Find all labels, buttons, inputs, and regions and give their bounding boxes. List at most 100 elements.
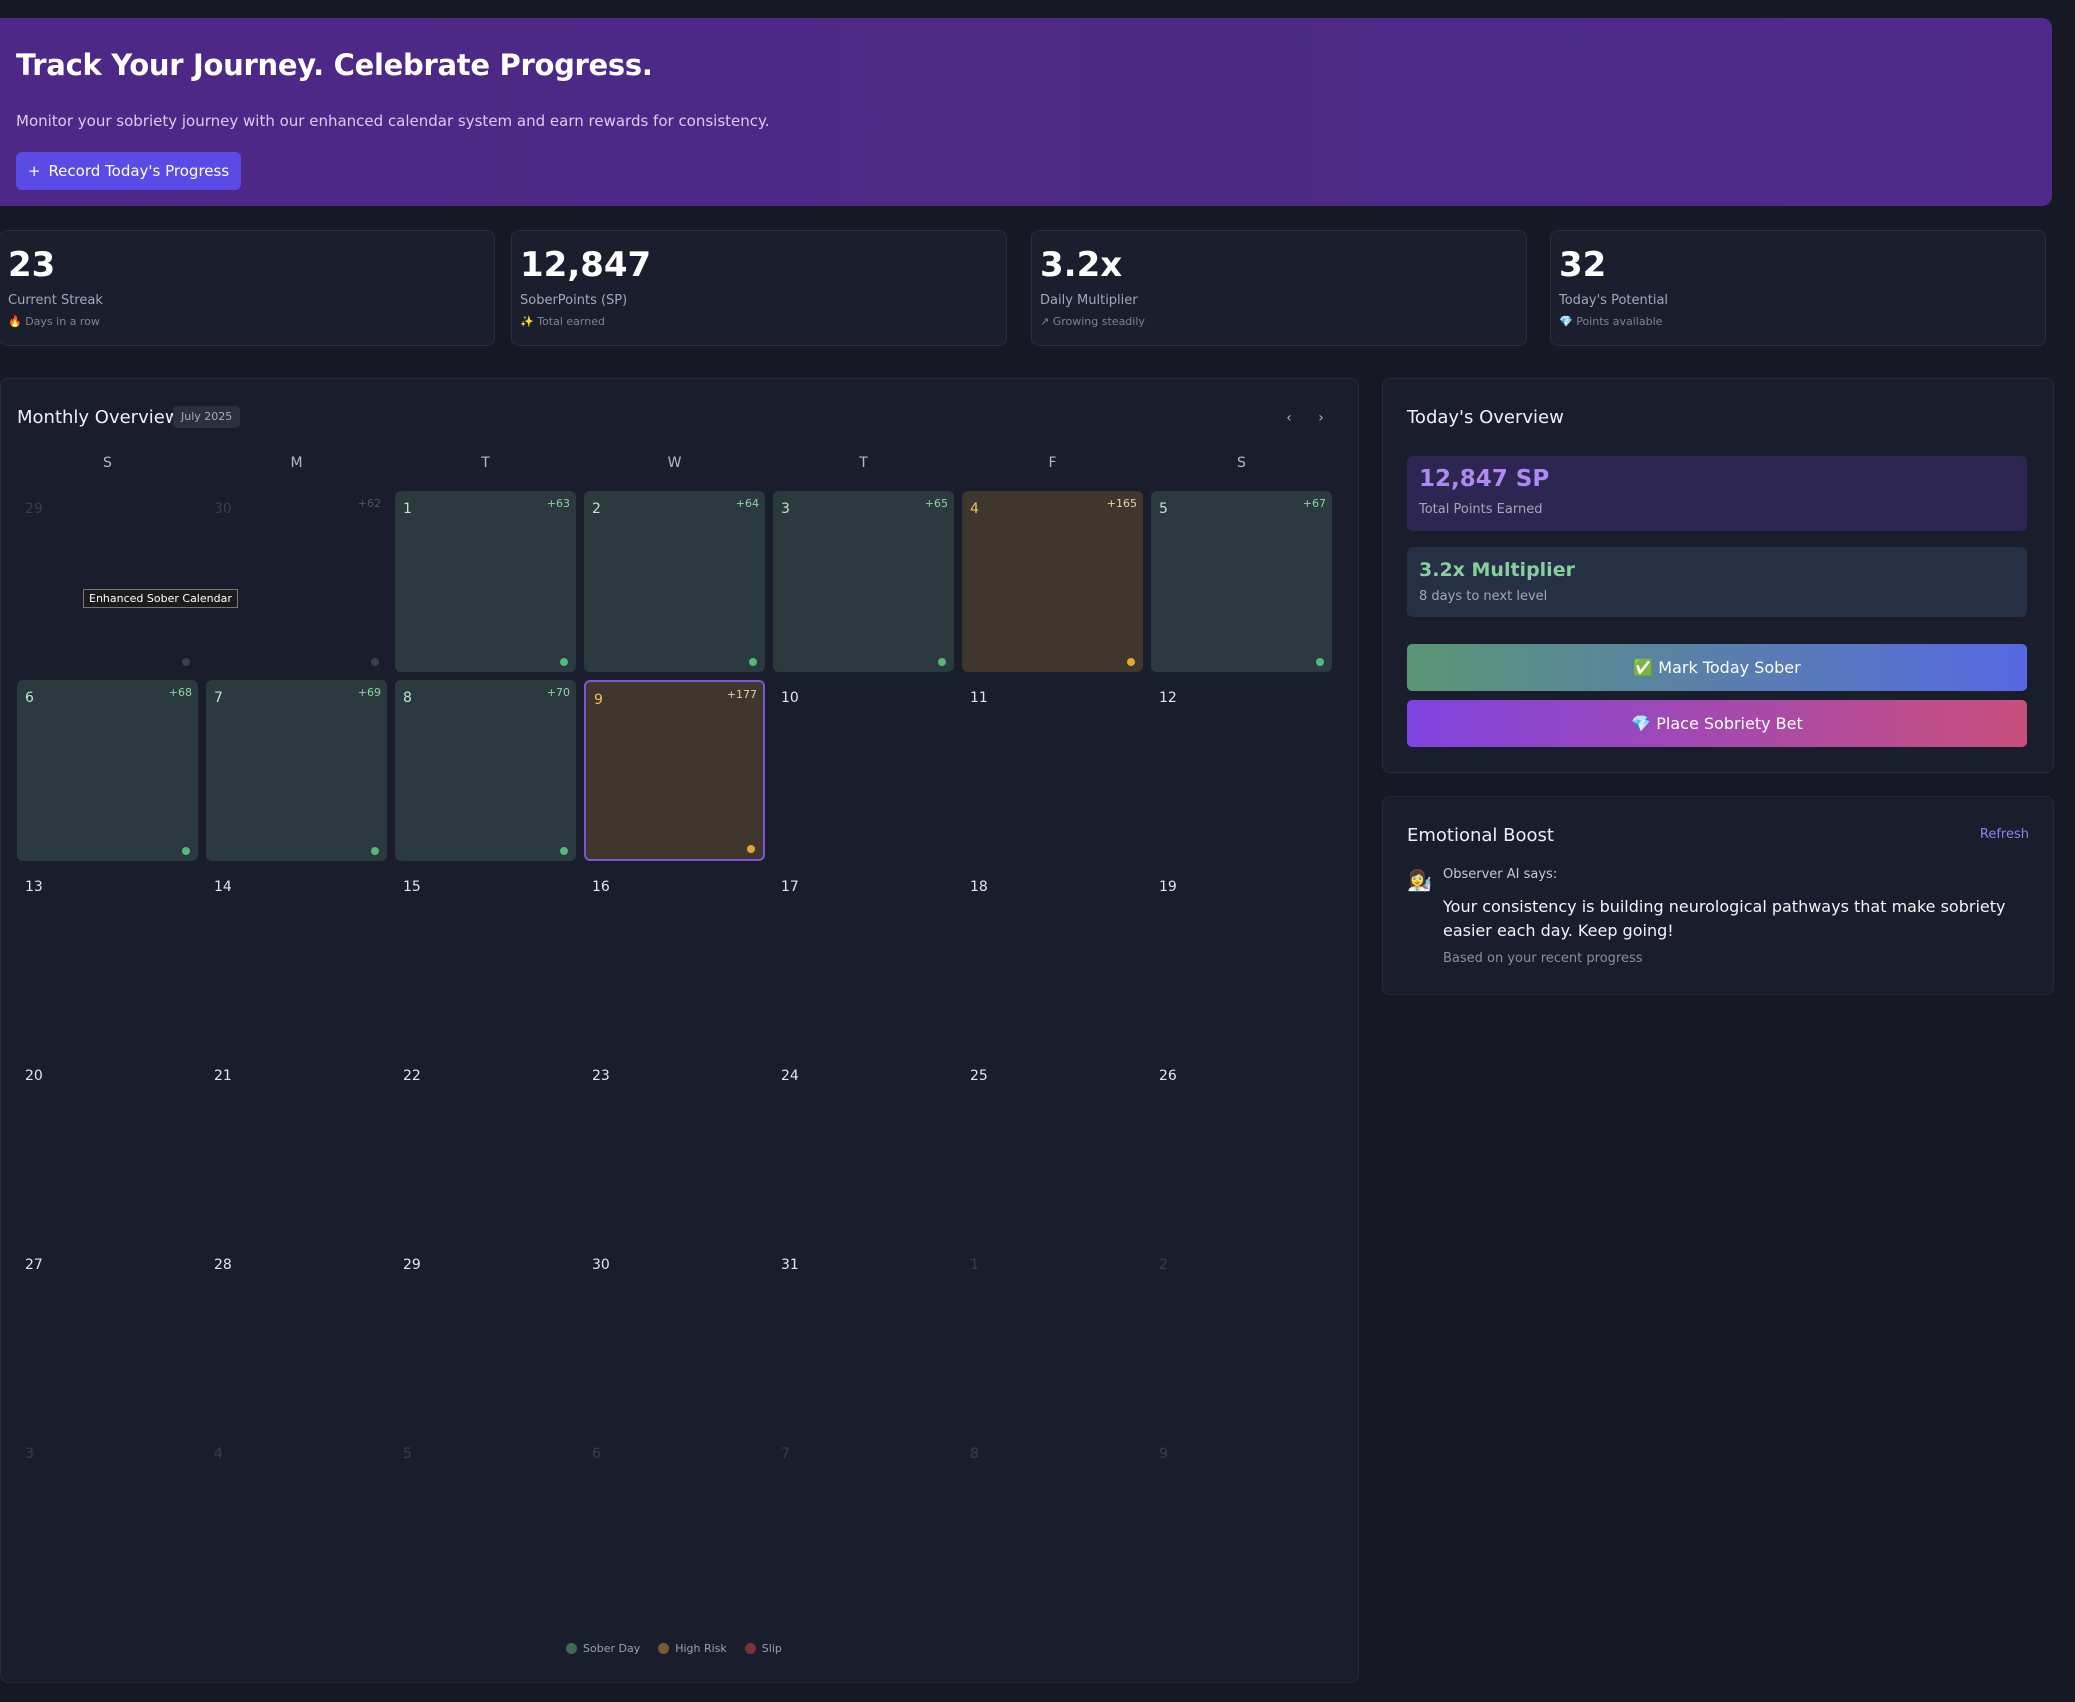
calendar-day-cell[interactable]: 5 +67 [1151,491,1332,672]
day-number: 29 [403,1257,421,1273]
calendar-day-cell[interactable]: 7 [773,1436,954,1617]
calendar-day-cell[interactable]: 8 [962,1436,1143,1617]
calendar-day-cell[interactable]: 2 +64 [584,491,765,672]
calendar-day-cell[interactable]: 31 [773,1247,954,1428]
stat-label: SoberPoints (SP) [520,293,628,308]
calendar-day-cell[interactable]: 30 [584,1247,765,1428]
day-number: 8 [970,1446,979,1462]
calendar-day-cell[interactable]: 1 +63 [395,491,576,672]
calendar-day-cell[interactable]: 28 [206,1247,387,1428]
day-number: 9 [1159,1446,1168,1462]
calendar-day-cell[interactable]: 29 [395,1247,576,1428]
legend-swatch [658,1643,670,1654]
day-points: +65 [924,497,948,510]
status-dot [747,845,755,853]
stat-sub: 🔥 Days in a row [8,315,100,328]
calendar-day-cell[interactable]: 9 +177 [584,680,765,861]
calendar-day-cell[interactable]: 3 +65 [773,491,954,672]
stat-value: 23 [8,245,56,285]
day-number: 2 [592,501,601,517]
stat-value: 32 [1559,245,1607,285]
calendar-day-cell[interactable]: 7 +69 [206,680,387,861]
status-dot [371,658,379,666]
day-number: 30 [214,501,232,517]
status-dot [560,847,568,855]
calendar-day-cell[interactable]: 30 +62 [206,491,387,672]
day-points: +177 [726,688,757,701]
calendar-day-cell[interactable]: 8 +70 [395,680,576,861]
prev-month-button[interactable]: ‹ [1276,405,1302,431]
day-number: 5 [403,1446,412,1462]
stat-card-points: 12,847 SoberPoints (SP) ✨ Total earned [511,230,1007,346]
stat-sub: ↗ Growing steadily [1040,315,1145,328]
calendar-day-cell[interactable]: 5 [395,1436,576,1617]
calendar-day-cell[interactable]: 6 +68 [17,680,198,861]
day-number: 11 [970,690,988,706]
calendar-day-cell[interactable]: 15 [395,869,576,1050]
calendar-day-cell[interactable]: 29 [17,491,198,672]
status-dot [749,658,757,666]
calendar-day-cell[interactable]: 20 [17,1058,198,1239]
place-sobriety-bet-button[interactable]: 💎 Place Sobriety Bet [1407,700,2027,747]
weekday-header: S [1237,455,1246,471]
calendar-day-cell[interactable]: 18 [962,869,1143,1050]
stat-label: Today's Potential [1559,293,1669,308]
day-number: 19 [1159,879,1177,895]
day-points: +64 [735,497,759,510]
calendar-day-cell[interactable]: 17 [773,869,954,1050]
calendar-day-cell[interactable]: 11 [962,680,1143,861]
day-number: 8 [403,690,412,706]
calendar-day-cell[interactable]: 24 [773,1058,954,1239]
calendar-day-cell[interactable]: 13 [17,869,198,1050]
day-number: 12 [1159,690,1177,706]
day-number: 17 [781,879,799,895]
status-dot [938,658,946,666]
calendar-day-cell[interactable]: 1 [962,1247,1143,1428]
multiplier-label: 8 days to next level [1419,589,1548,604]
day-number: 1 [970,1257,979,1273]
calendar-day-cell[interactable]: 10 [773,680,954,861]
calendar-day-cell[interactable]: 9 [1151,1436,1332,1617]
legend-sober: Sober Day [566,1642,640,1655]
calendar-day-cell[interactable]: 25 [962,1058,1143,1239]
multiplier-card: 3.2x Multiplier 8 days to next level [1407,547,2027,617]
calendar-day-cell[interactable]: 23 [584,1058,765,1239]
calendar-day-cell[interactable]: 12 [1151,680,1332,861]
calendar-day-cell[interactable]: 22 [395,1058,576,1239]
calendar-day-cell[interactable]: 19 [1151,869,1332,1050]
calendar-day-cell[interactable]: 21 [206,1058,387,1239]
stat-label: Current Streak [8,293,103,308]
day-points: +67 [1302,497,1326,510]
total-points-card: 12,847 SP Total Points Earned [1407,456,2027,531]
stat-card-potential: 32 Today's Potential 💎 Points available [1550,230,2046,346]
record-progress-button[interactable]: + Record Today's Progress [16,152,241,190]
mark-today-sober-button[interactable]: ✅ Mark Today Sober [1407,644,2027,691]
day-number: 2 [1159,1257,1168,1273]
refresh-button[interactable]: Refresh [1979,827,2029,842]
calendar-day-cell[interactable]: 4 [206,1436,387,1617]
calendar-day-cell[interactable]: 4 +165 [962,491,1143,672]
calendar-day-cell[interactable]: 16 [584,869,765,1050]
day-number: 3 [781,501,790,517]
scientist-avatar-icon: 👩‍🔬 [1407,868,1432,892]
day-number: 15 [403,879,421,895]
status-dot [182,847,190,855]
calendar-day-cell[interactable]: 6 [584,1436,765,1617]
day-number: 24 [781,1068,799,1084]
plus-icon: + [27,162,41,180]
stats-row: 23 Current Streak 🔥 Days in a row 12,847… [0,230,2055,346]
record-progress-label: Record Today's Progress [48,162,230,180]
weekday-header: W [667,455,682,471]
day-number: 18 [970,879,988,895]
calendar-day-cell[interactable]: 2 [1151,1247,1332,1428]
todays-overview-panel: Today's Overview 12,847 SP Total Points … [1382,378,2054,773]
day-number: 5 [1159,501,1168,517]
weekday-header: S [103,455,112,471]
day-points: +165 [1106,497,1137,510]
calendar-day-cell[interactable]: 26 [1151,1058,1332,1239]
next-month-button[interactable]: › [1308,405,1334,431]
calendar-day-cell[interactable]: 27 [17,1247,198,1428]
calendar-day-cell[interactable]: 3 [17,1436,198,1617]
calendar-day-cell[interactable]: 14 [206,869,387,1050]
multiplier-value: 3.2x Multiplier [1419,559,1575,581]
